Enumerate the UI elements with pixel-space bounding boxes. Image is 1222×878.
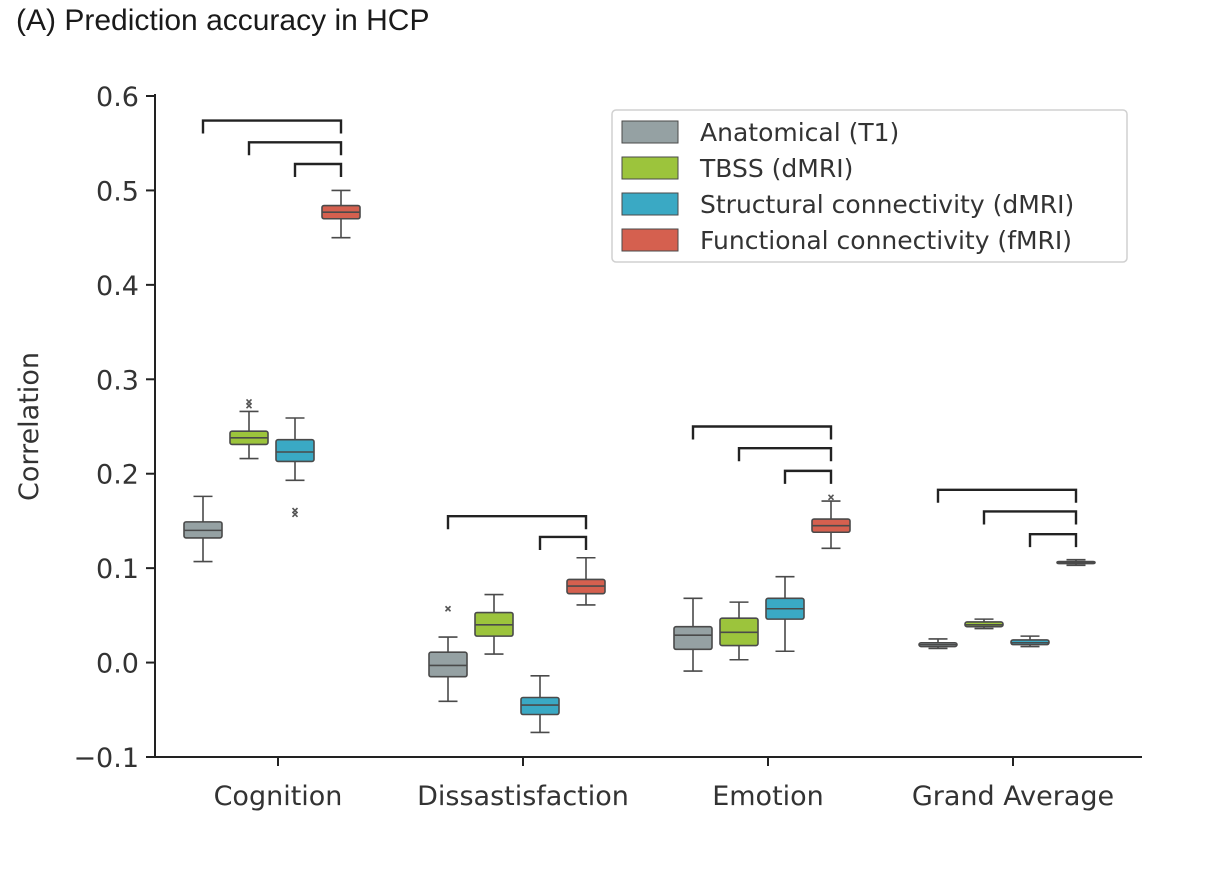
box-iqr — [520, 696, 560, 716]
y-tick-label: 0.5 — [96, 176, 139, 207]
legend-label: Anatomical (T1) — [700, 118, 899, 147]
legend-label: Functional connectivity (fMRI) — [700, 226, 1072, 255]
significance-bracket — [446, 515, 588, 530]
x-tick-label: Emotion — [712, 781, 824, 812]
legend-swatch — [621, 228, 679, 252]
box-iqr — [673, 625, 713, 651]
significance-bracket — [982, 510, 1078, 525]
legend-label: TBSS (dMRI) — [699, 154, 853, 183]
significance-bracket — [538, 535, 588, 550]
y-tick-label: 0.6 — [96, 82, 139, 113]
box-3-0 — [321, 189, 361, 239]
box-3-1 — [566, 556, 606, 606]
significance-bracket — [783, 469, 833, 484]
box-iqr — [275, 438, 315, 463]
significance-bracket — [691, 425, 833, 440]
box-2-0 — [275, 417, 315, 518]
y-tick-label: −0.1 — [73, 743, 139, 774]
box-3-2 — [811, 494, 851, 550]
legend: Anatomical (T1) TBSS (dMRI) Structural con… — [611, 109, 1128, 263]
significance-bracket — [247, 141, 343, 156]
legend-swatch — [621, 156, 679, 180]
y-axis-label: Correlation — [14, 352, 45, 501]
significance-bracket — [936, 488, 1078, 503]
box-1-2 — [719, 601, 759, 661]
box-0-2 — [673, 597, 713, 672]
box-1-3 — [964, 618, 1004, 630]
box-0-0 — [183, 495, 223, 563]
significance-bracket — [201, 119, 343, 134]
y-tick-label: 0.2 — [96, 460, 139, 491]
legend-frame — [611, 109, 1128, 263]
box-2-1 — [520, 674, 560, 734]
box-3-3 — [1056, 558, 1096, 567]
significance-bracket — [293, 162, 343, 177]
y-tick-label: 0.0 — [96, 649, 139, 680]
box-1-0 — [229, 398, 269, 460]
outlier-point — [444, 605, 452, 612]
y-tick-label: 0.3 — [96, 365, 139, 396]
y-tick-label: 0.4 — [96, 271, 139, 302]
box-2-3 — [1010, 635, 1050, 648]
box-0-1 — [428, 605, 468, 703]
significance-bracket — [1028, 532, 1078, 548]
outlier-point — [245, 398, 253, 406]
legend-label: Structural connectivity (dMRI) — [700, 190, 1074, 219]
box-1-1 — [474, 593, 514, 655]
x-tick-label: Grand Average — [912, 781, 1114, 812]
y-tick-label: 0.1 — [96, 554, 139, 585]
outlier-point — [291, 507, 299, 514]
legend-swatch — [621, 192, 679, 216]
significance-bracket — [737, 447, 833, 462]
box-2-2 — [765, 575, 805, 653]
x-tick-label: Cognition — [214, 781, 343, 812]
panel-title: (A) Prediction accuracy in HCP — [16, 4, 430, 37]
box-0-3 — [918, 638, 958, 650]
legend-swatch — [621, 120, 679, 144]
outlier-point — [827, 494, 835, 501]
x-tick-label: Dissastisfaction — [417, 781, 629, 812]
box-iqr — [428, 651, 468, 678]
